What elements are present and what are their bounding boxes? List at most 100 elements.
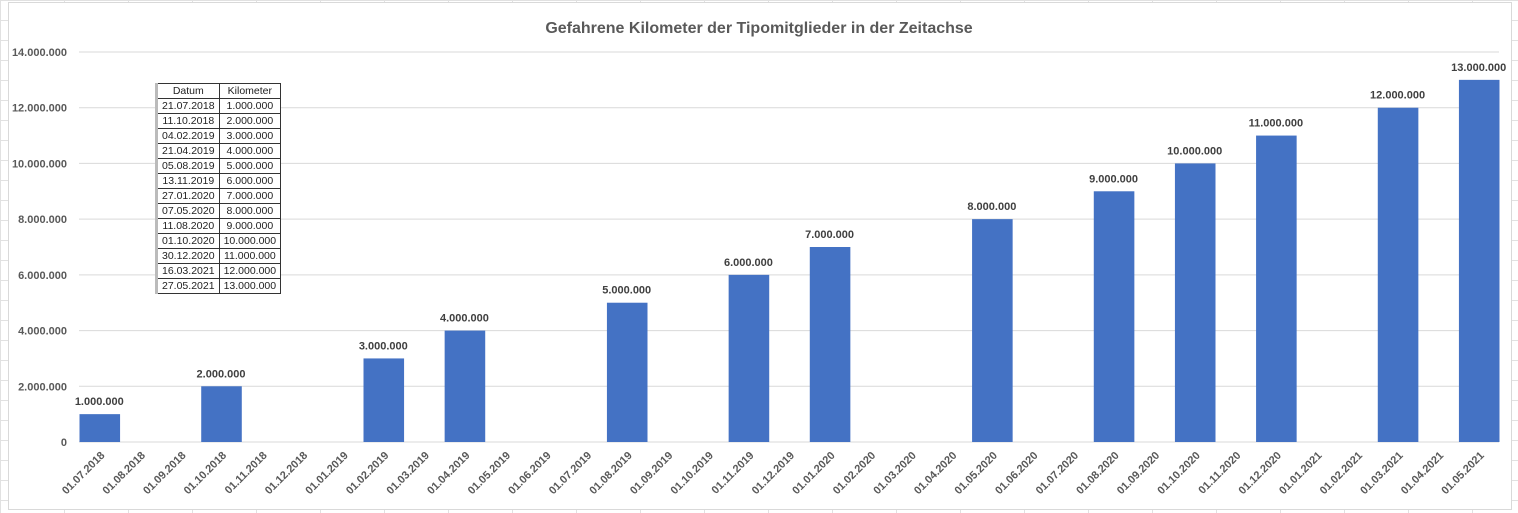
x-tick-label: 01.05.2020 [953,450,1000,497]
x-tick-label: 01.10.2019 [669,450,716,497]
bar[interactable] [1093,191,1135,442]
data-label: 3.000.000 [359,340,408,352]
y-tick-label: 0 [61,437,67,449]
kilometer-cell: 1.000.000 [218,98,282,114]
bar[interactable] [363,358,405,442]
datum-cell: 11.08.2020 [156,218,220,234]
table-row: 11.08.2020 9.000.000 [156,218,282,234]
table-row: 01.10.2020 10.000.000 [156,233,282,249]
x-tick-label: 01.09.2019 [628,450,675,497]
x-tick-label: 01.10.2020 [1155,450,1202,497]
data-label: 13.000.000 [1451,62,1506,74]
data-label: 4.000.000 [440,313,489,325]
x-tick-label: 01.01.2020 [790,450,837,497]
x-tick-label: 01.03.2021 [1358,450,1405,497]
bar[interactable] [1458,79,1500,442]
x-tick-label: 01.07.2018 [60,450,107,497]
data-label: 11.000.000 [1249,118,1303,130]
x-tick-label: 01.03.2020 [871,450,918,497]
x-tick-label: 01.01.2019 [303,450,350,497]
table-row: 16.03.2021 12.000.000 [156,263,282,279]
data-label: 6.000.000 [724,257,773,269]
x-tick-label: 01.05.2021 [1439,450,1486,497]
x-tick-label: 01.07.2020 [1034,450,1081,497]
x-tick-label: 01.10.2018 [182,450,229,497]
x-tick-label: 01.08.2020 [1074,450,1121,497]
data-label: 7.000.000 [805,229,854,241]
data-label: 1.000.000 [75,396,124,408]
datum-cell: 21.07.2018 [156,98,220,114]
datum-cell: 30.12.2020 [156,248,220,264]
datum-cell: 27.01.2020 [156,188,220,204]
kilometer-cell: 5.000.000 [218,158,282,174]
table-row: 27.05.2021 13.000.000 [156,278,282,294]
kilometer-cell: 4.000.000 [218,143,282,159]
x-tick-label: 01.09.2020 [1115,450,1162,497]
table-row: 21.07.2018 1.000.000 [156,98,282,114]
y-tick-label: 10.000.000 [12,158,67,170]
data-label: 12.000.000 [1370,90,1425,102]
kilometer-cell: 3.000.000 [218,128,282,144]
table-row: 05.08.2019 5.000.000 [156,158,282,174]
x-tick-label: 01.04.2019 [425,450,472,497]
bar[interactable] [972,219,1013,442]
x-tick-label: 01.03.2019 [385,450,432,497]
bar[interactable] [1174,163,1216,442]
bar[interactable] [201,386,242,442]
table-row: 30.12.2020 11.000.000 [156,248,282,264]
table-row: 13.11.2019 6.000.000 [156,173,282,189]
x-tick-label: 01.06.2020 [993,450,1040,497]
kilometer-cell: 2.000.000 [218,113,282,129]
bar[interactable] [79,414,121,442]
table-row: 07.05.2020 8.000.000 [156,203,282,219]
x-tick-label: 01.12.2018 [263,450,310,497]
x-tick-label: 01.09.2018 [141,450,188,497]
data-label: 5.000.000 [602,285,651,297]
data-label: 8.000.000 [967,201,1016,213]
data-label: 2.000.000 [197,368,246,380]
bar[interactable] [606,302,648,442]
x-tick-label: 01.08.2019 [587,450,634,497]
chart-title: Gefahrene Kilometer der Tipomitglieder i… [545,20,972,37]
chart-area[interactable]: Gefahrene Kilometer der Tipomitglieder i… [8,2,1512,510]
datum-cell: 16.03.2021 [156,263,220,279]
bar[interactable] [1377,107,1419,442]
y-tick-label: 6.000.000 [18,270,67,282]
x-tick-label: 01.08.2018 [101,450,148,497]
bar[interactable] [809,247,851,442]
datum-cell: 04.02.2019 [156,128,220,144]
data-label: 9.000.000 [1089,173,1138,185]
table-row: 21.04.2019 4.000.000 [156,143,282,159]
table-row: 27.01.2020 7.000.000 [156,188,282,204]
y-tick-label: 12.000.000 [12,103,67,115]
header-datum: Datum [156,83,220,99]
y-tick-label: 14.000.000 [12,47,67,59]
data-table: Datum Kilometer 21.07.2018 1.000.000 11.10… [155,83,282,294]
data-label: 10.000.000 [1167,145,1222,157]
x-tick-label: 01.06.2019 [506,450,553,497]
bar[interactable] [444,330,486,442]
kilometer-cell: 8.000.000 [218,203,282,219]
datum-cell: 05.08.2019 [156,158,220,174]
datum-cell: 13.11.2019 [156,173,220,189]
header-kilometer: Kilometer [218,83,282,99]
kilometer-cell: 10.000.000 [218,233,282,249]
datum-cell: 11.10.2018 [156,113,220,129]
x-tick-label: 01.07.2019 [547,450,594,497]
x-tick-label: 01.12.2020 [1237,450,1284,497]
bar[interactable] [728,274,770,442]
bar-chart: Gefahrene Kilometer der Tipomitglieder i… [12,20,1506,497]
datum-cell: 07.05.2020 [156,203,220,219]
table-row: 04.02.2019 3.000.000 [156,128,282,144]
y-tick-label: 2.000.000 [18,381,67,393]
kilometer-cell: 6.000.000 [218,173,282,189]
x-tick-label: 01.02.2020 [831,450,878,497]
kilometer-cell: 13.000.000 [218,278,282,294]
bar[interactable] [1256,135,1297,443]
y-tick-label: 8.000.000 [18,214,67,226]
kilometer-cell: 11.000.000 [218,248,282,264]
x-tick-label: 01.04.2020 [912,450,959,497]
datum-cell: 21.04.2019 [156,143,220,159]
x-tick-label: 01.05.2019 [466,450,513,497]
x-tick-label: 01.12.2019 [750,450,797,497]
